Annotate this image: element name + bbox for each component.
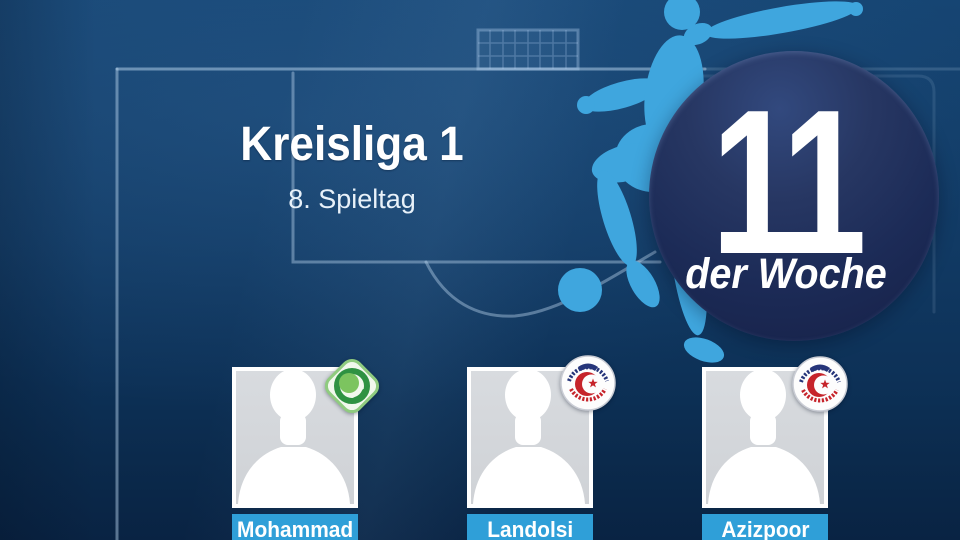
kicking-boot [626, 260, 660, 308]
league-title: Kreisliga 1 [240, 118, 464, 171]
player-photo-placeholder [232, 367, 358, 508]
matchday-subtitle: 8. Spieltag [288, 183, 416, 214]
week-badge: 11 der Woche [649, 51, 939, 341]
player-photo-placeholder [702, 367, 828, 508]
person-silhouette-icon [708, 371, 820, 504]
player-name: Landolsi [487, 517, 573, 540]
goal-net-icon [476, 28, 580, 71]
badge-number: 11 [711, 67, 866, 297]
raised-arm [705, 1, 859, 39]
player-card[interactable]: Azizpoor [702, 367, 828, 540]
title-block: Kreisliga 1 8. Spieltag [172, 118, 532, 215]
player-name: Mohammad [236, 517, 354, 540]
badge-label: der Woche [685, 250, 887, 298]
player-card[interactable]: Landolsi [467, 367, 593, 540]
club-logo-icon[interactable] [321, 355, 383, 417]
person-silhouette-icon [473, 371, 585, 504]
player-card[interactable]: Mohammad [232, 367, 358, 540]
football-icon [558, 268, 602, 312]
club-logo-icon[interactable] [791, 355, 849, 413]
extended-arm [583, 78, 661, 112]
club-logo-icon[interactable] [559, 354, 617, 412]
penalty-box-lines [291, 71, 662, 264]
person-silhouette-icon [238, 371, 350, 504]
player-name-bar: Mohammad [232, 514, 358, 540]
player-name: Azizpoor [720, 517, 810, 540]
player-name-bar: Azizpoor [702, 514, 828, 540]
penalty-arc [424, 250, 657, 318]
player-name-bar: Landolsi [467, 514, 593, 540]
